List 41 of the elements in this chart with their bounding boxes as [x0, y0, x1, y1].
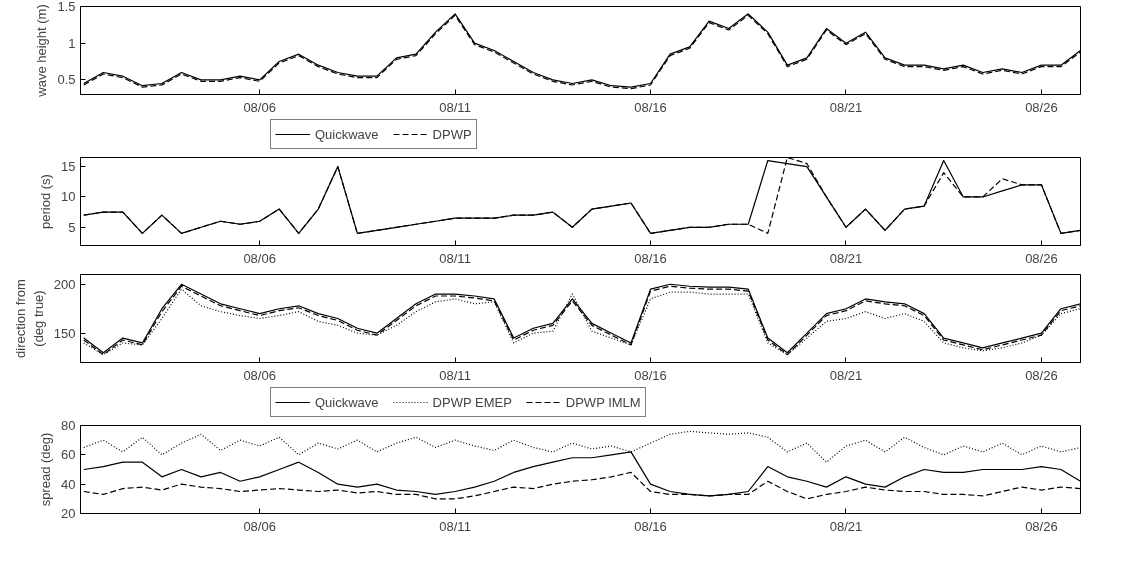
y-tick-label: 60 — [61, 447, 76, 463]
y-tick-label: 20 — [61, 506, 76, 521]
x-tick-label: 08/21 — [829, 99, 863, 115]
x-tick-label: 08/16 — [634, 99, 667, 115]
y-tick-label: 5 — [68, 219, 76, 235]
x-tick-label: 08/21 — [829, 518, 863, 534]
x-tick-label: 08/11 — [439, 518, 471, 534]
y-tick-label: 0.5 — [57, 72, 76, 88]
legend-label: DPWP — [432, 126, 472, 142]
x-tick-label: 08/26 — [1025, 518, 1058, 534]
y-tick-label: 80 — [61, 418, 76, 433]
x-tick-label: 08/06 — [243, 367, 276, 383]
y-axis-title: spread (deg) — [38, 432, 54, 507]
x-tick-label: 08/21 — [829, 367, 863, 383]
x-tick-label: 08/16 — [634, 518, 667, 534]
legend-label: Quickwave — [315, 126, 379, 142]
y-tick-label: 1 — [68, 35, 76, 51]
x-tick-label: 08/26 — [1025, 367, 1058, 383]
x-tick-label: 08/16 — [634, 250, 667, 266]
x-tick-label: 08/06 — [243, 99, 276, 115]
x-tick-label: 08/21 — [829, 250, 863, 266]
x-tick-label: 08/11 — [439, 367, 471, 383]
x-tick-label: 08/16 — [634, 367, 667, 383]
y-tick-label: 40 — [61, 476, 76, 492]
x-tick-label: 08/11 — [439, 99, 471, 115]
x-tick-label: 08/06 — [243, 518, 276, 534]
y-tick-label: 1.5 — [57, 0, 76, 14]
legend-label: DPWP EMEP — [432, 394, 512, 410]
x-tick-label: 08/06 — [243, 250, 276, 266]
y-tick-label: 10 — [61, 189, 76, 205]
y-axis-title: wave height (m) — [34, 4, 50, 98]
x-tick-label: 08/26 — [1025, 250, 1058, 266]
y-axis-title: direction from (deg true) — [12, 279, 46, 358]
y-axis-title: period (s) — [38, 174, 54, 229]
y-tick-label: 15 — [61, 159, 76, 175]
legend-label: Quickwave — [315, 394, 379, 410]
y-tick-label: 150 — [53, 325, 76, 341]
legend-label: DPWP IMLM — [565, 394, 641, 410]
y-tick-label: 200 — [53, 276, 76, 292]
x-tick-label: 08/26 — [1025, 99, 1058, 115]
x-tick-label: 08/11 — [439, 250, 471, 266]
